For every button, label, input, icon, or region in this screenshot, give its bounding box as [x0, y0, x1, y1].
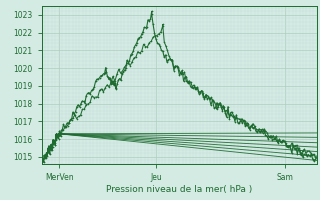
X-axis label: Pression niveau de la mer( hPa ): Pression niveau de la mer( hPa ) [106, 185, 252, 194]
